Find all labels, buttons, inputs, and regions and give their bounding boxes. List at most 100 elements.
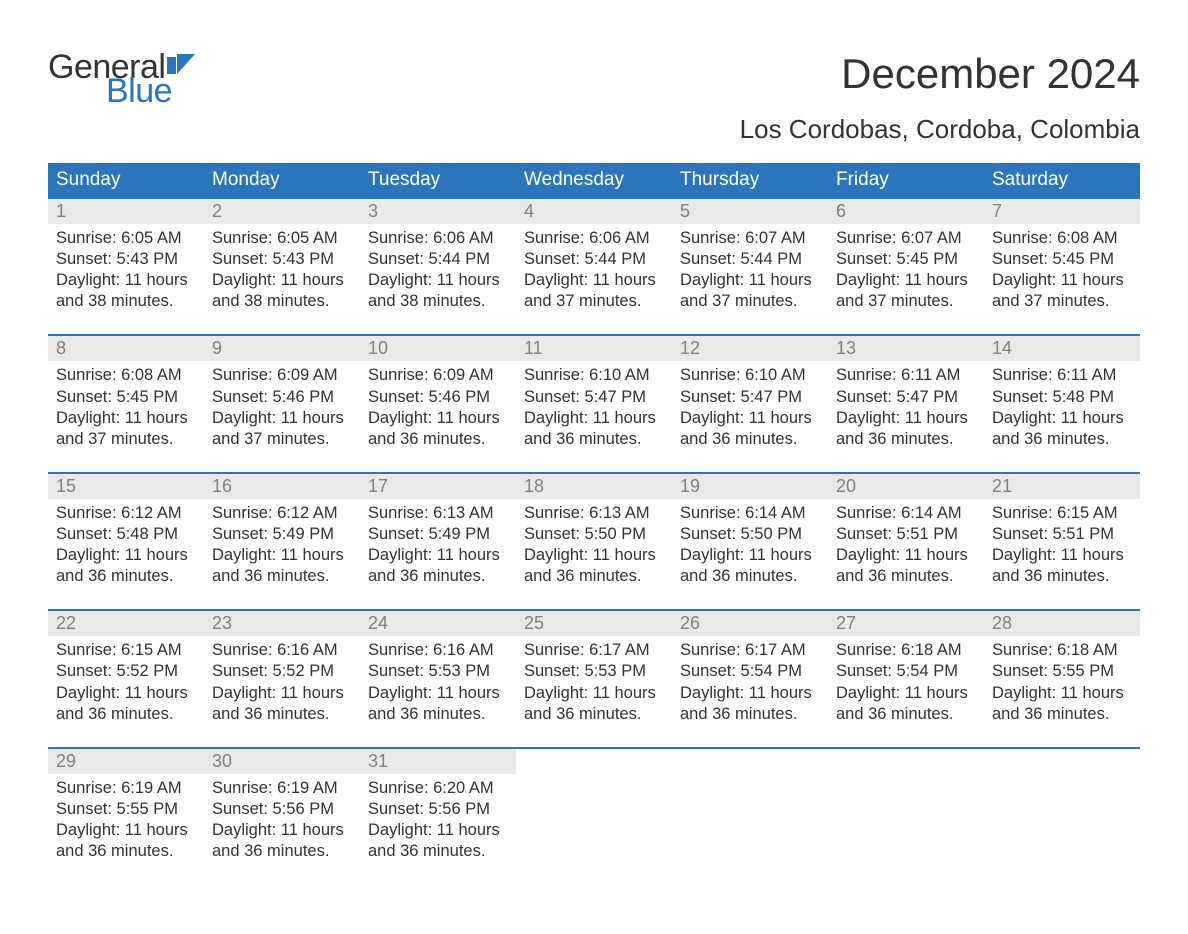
- day-sunrise: Sunrise: 6:14 AM: [680, 503, 820, 524]
- day-d1: Daylight: 11 hours: [56, 683, 196, 704]
- day-cell: [984, 774, 1140, 866]
- day-d2: and 36 minutes.: [680, 429, 820, 450]
- calendar-week: 1234567Sunrise: 6:05 AMSunset: 5:43 PMDa…: [48, 197, 1140, 316]
- day-sunrise: Sunrise: 6:10 AM: [524, 365, 664, 386]
- day-sunset: Sunset: 5:51 PM: [836, 524, 976, 545]
- day-sunrise: Sunrise: 6:06 AM: [368, 228, 508, 249]
- daynum-row: 891011121314: [48, 334, 1140, 361]
- day-d2: and 37 minutes.: [212, 429, 352, 450]
- day-number: [516, 749, 672, 774]
- day-d1: Daylight: 11 hours: [212, 545, 352, 566]
- calendar-week: 15161718192021Sunrise: 6:12 AMSunset: 5:…: [48, 472, 1140, 591]
- day-sunset: Sunset: 5:43 PM: [56, 249, 196, 270]
- content-row: Sunrise: 6:19 AMSunset: 5:55 PMDaylight:…: [48, 774, 1140, 866]
- day-number: [828, 749, 984, 774]
- day-cell: Sunrise: 6:17 AMSunset: 5:53 PMDaylight:…: [516, 636, 672, 728]
- day-sunrise: Sunrise: 6:08 AM: [992, 228, 1132, 249]
- day-d2: and 36 minutes.: [368, 704, 508, 725]
- day-d1: Daylight: 11 hours: [836, 408, 976, 429]
- day-d2: and 36 minutes.: [524, 429, 664, 450]
- day-d1: Daylight: 11 hours: [368, 408, 508, 429]
- content-row: Sunrise: 6:12 AMSunset: 5:48 PMDaylight:…: [48, 499, 1140, 591]
- calendar-week: 293031Sunrise: 6:19 AMSunset: 5:55 PMDay…: [48, 747, 1140, 866]
- day-cell: Sunrise: 6:11 AMSunset: 5:47 PMDaylight:…: [828, 361, 984, 453]
- day-number: 31: [360, 749, 516, 774]
- day-cell: Sunrise: 6:07 AMSunset: 5:45 PMDaylight:…: [828, 224, 984, 316]
- day-d1: Daylight: 11 hours: [680, 683, 820, 704]
- day-number: 11: [516, 336, 672, 361]
- day-sunset: Sunset: 5:56 PM: [368, 799, 508, 820]
- day-d1: Daylight: 11 hours: [56, 408, 196, 429]
- day-number: 27: [828, 611, 984, 636]
- day-d1: Daylight: 11 hours: [212, 820, 352, 841]
- day-cell: Sunrise: 6:12 AMSunset: 5:48 PMDaylight:…: [48, 499, 204, 591]
- day-d1: Daylight: 11 hours: [836, 545, 976, 566]
- day-d1: Daylight: 11 hours: [524, 545, 664, 566]
- day-cell: Sunrise: 6:17 AMSunset: 5:54 PMDaylight:…: [672, 636, 828, 728]
- day-d2: and 36 minutes.: [56, 566, 196, 587]
- day-sunset: Sunset: 5:45 PM: [992, 249, 1132, 270]
- day-d2: and 36 minutes.: [56, 704, 196, 725]
- calendar: Sunday Monday Tuesday Wednesday Thursday…: [48, 163, 1140, 866]
- day-cell: Sunrise: 6:08 AMSunset: 5:45 PMDaylight:…: [48, 361, 204, 453]
- day-sunset: Sunset: 5:53 PM: [368, 661, 508, 682]
- day-number: [672, 749, 828, 774]
- day-d1: Daylight: 11 hours: [56, 820, 196, 841]
- day-sunset: Sunset: 5:51 PM: [992, 524, 1132, 545]
- calendar-week: 22232425262728Sunrise: 6:15 AMSunset: 5:…: [48, 609, 1140, 728]
- day-sunset: Sunset: 5:52 PM: [56, 661, 196, 682]
- day-d2: and 36 minutes.: [680, 704, 820, 725]
- day-sunrise: Sunrise: 6:19 AM: [56, 778, 196, 799]
- day-sunset: Sunset: 5:56 PM: [212, 799, 352, 820]
- day-number: 26: [672, 611, 828, 636]
- day-number: 22: [48, 611, 204, 636]
- day-sunrise: Sunrise: 6:18 AM: [836, 640, 976, 661]
- day-d2: and 36 minutes.: [368, 566, 508, 587]
- day-sunrise: Sunrise: 6:20 AM: [368, 778, 508, 799]
- day-sunset: Sunset: 5:47 PM: [680, 387, 820, 408]
- day-sunset: Sunset: 5:50 PM: [524, 524, 664, 545]
- day-d2: and 36 minutes.: [212, 704, 352, 725]
- day-number: 19: [672, 474, 828, 499]
- day-sunset: Sunset: 5:48 PM: [56, 524, 196, 545]
- day-sunset: Sunset: 5:45 PM: [836, 249, 976, 270]
- day-cell: Sunrise: 6:09 AMSunset: 5:46 PMDaylight:…: [204, 361, 360, 453]
- day-sunset: Sunset: 5:45 PM: [56, 387, 196, 408]
- day-sunrise: Sunrise: 6:13 AM: [368, 503, 508, 524]
- day-number: 6: [828, 199, 984, 224]
- day-d2: and 36 minutes.: [524, 566, 664, 587]
- day-number: 30: [204, 749, 360, 774]
- day-number: 4: [516, 199, 672, 224]
- day-d2: and 36 minutes.: [212, 566, 352, 587]
- day-d2: and 37 minutes.: [56, 429, 196, 450]
- day-sunrise: Sunrise: 6:09 AM: [368, 365, 508, 386]
- day-cell: Sunrise: 6:06 AMSunset: 5:44 PMDaylight:…: [360, 224, 516, 316]
- day-d1: Daylight: 11 hours: [680, 545, 820, 566]
- day-number: 23: [204, 611, 360, 636]
- day-cell: Sunrise: 6:15 AMSunset: 5:51 PMDaylight:…: [984, 499, 1140, 591]
- day-sunset: Sunset: 5:44 PM: [680, 249, 820, 270]
- day-sunrise: Sunrise: 6:17 AM: [680, 640, 820, 661]
- day-sunset: Sunset: 5:49 PM: [212, 524, 352, 545]
- day-header: Saturday: [984, 163, 1140, 197]
- day-sunrise: Sunrise: 6:15 AM: [56, 640, 196, 661]
- day-d1: Daylight: 11 hours: [992, 545, 1132, 566]
- day-sunset: Sunset: 5:44 PM: [524, 249, 664, 270]
- day-header: Sunday: [48, 163, 204, 197]
- day-sunrise: Sunrise: 6:13 AM: [524, 503, 664, 524]
- day-cell: Sunrise: 6:13 AMSunset: 5:49 PMDaylight:…: [360, 499, 516, 591]
- day-d1: Daylight: 11 hours: [680, 270, 820, 291]
- day-sunrise: Sunrise: 6:19 AM: [212, 778, 352, 799]
- day-number: 8: [48, 336, 204, 361]
- day-cell: Sunrise: 6:14 AMSunset: 5:51 PMDaylight:…: [828, 499, 984, 591]
- day-cell: Sunrise: 6:18 AMSunset: 5:55 PMDaylight:…: [984, 636, 1140, 728]
- day-sunrise: Sunrise: 6:11 AM: [836, 365, 976, 386]
- day-sunrise: Sunrise: 6:16 AM: [212, 640, 352, 661]
- day-d2: and 36 minutes.: [992, 566, 1132, 587]
- day-sunrise: Sunrise: 6:15 AM: [992, 503, 1132, 524]
- day-number: 17: [360, 474, 516, 499]
- day-d1: Daylight: 11 hours: [212, 270, 352, 291]
- day-d1: Daylight: 11 hours: [524, 683, 664, 704]
- day-sunrise: Sunrise: 6:05 AM: [56, 228, 196, 249]
- day-d2: and 36 minutes.: [368, 429, 508, 450]
